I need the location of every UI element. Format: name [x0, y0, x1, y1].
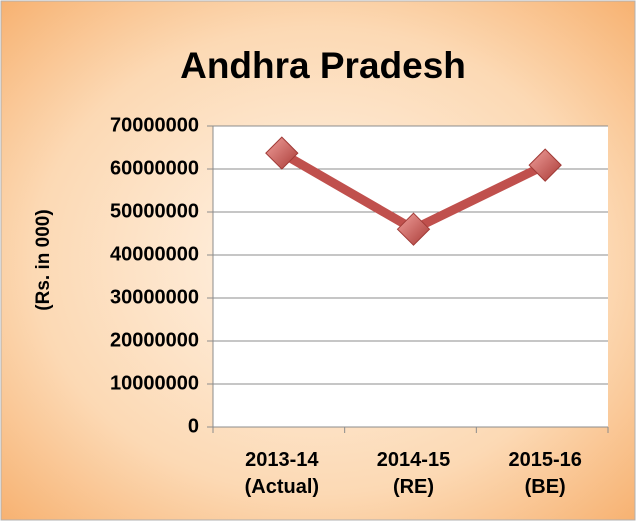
y-tick-label: 60000000	[110, 157, 199, 179]
y-tick-label: 20000000	[110, 329, 199, 351]
x-tick-label: 2015-16 (BE)	[508, 449, 582, 498]
y-tick-label: 30000000	[110, 286, 199, 308]
chart-title: Andhra Pradesh	[180, 45, 466, 86]
x-tick-label: 2014-15 (RE)	[376, 449, 451, 498]
marker	[396, 212, 431, 246]
y-tick-label: 10000000	[110, 372, 199, 394]
y-tick-label: 70000000	[110, 114, 199, 136]
y-tick-label: 0	[188, 415, 199, 437]
y-tick-label: 50000000	[110, 200, 199, 222]
marker	[265, 136, 299, 170]
marker	[528, 148, 562, 182]
y-tick-label: 40000000	[110, 243, 199, 265]
x-tick-label: 2013-14 (Actual)	[244, 449, 320, 498]
y-axis-label: (Rs. in 000)	[33, 209, 54, 310]
